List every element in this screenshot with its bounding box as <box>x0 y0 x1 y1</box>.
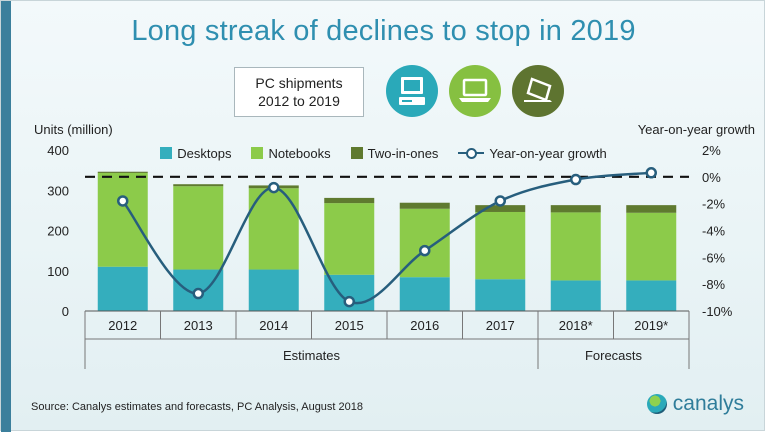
chart-title: Long streak of declines to stop in 2019 <box>131 15 636 47</box>
y-tick-label-200: 200 <box>47 224 69 239</box>
brand-logo: canalys <box>646 392 744 416</box>
y2-tick-label-2pct: 2% <box>702 143 721 158</box>
bar-desktops-2014 <box>248 269 299 311</box>
bar-notebooks-2019 <box>626 212 677 281</box>
y2-tick-label--2pct: -2% <box>702 197 726 212</box>
notebook-icon <box>449 65 501 117</box>
bar-notebooks-2017 <box>475 211 526 280</box>
y2-tick-label--6pct: -6% <box>702 250 726 265</box>
legend-swatch-notebooks <box>251 147 264 159</box>
legend-swatch-desktops <box>160 147 173 159</box>
x-tick-label-2019: 2019* <box>634 318 668 333</box>
bar-desktops-2012 <box>97 266 148 311</box>
y2-tick-label--10pct: -10% <box>702 304 733 319</box>
globe-icon <box>646 394 667 414</box>
group-label-estimates: Estimates <box>283 348 341 363</box>
subtitle-line-1: PC shipments <box>255 75 343 91</box>
source-note: Source: Canalys estimates and forecasts,… <box>31 401 364 413</box>
y-axis-title: Units (million) <box>34 122 113 137</box>
y-tick-label-300: 300 <box>47 183 69 198</box>
bar-two-in-ones-2015 <box>324 197 375 204</box>
growth-point-2014 <box>268 181 280 194</box>
group-label-forecasts: Forecasts <box>585 348 643 363</box>
growth-point-2019 <box>645 167 657 179</box>
x-tick-label-2013: 2013 <box>184 318 213 333</box>
x-tick-label-2012: 2012 <box>108 318 137 333</box>
bar-two-in-ones-2016 <box>399 202 450 209</box>
legend-item-growth: Year-on-year growth <box>458 143 607 163</box>
x-tick-label-2015: 2015 <box>335 318 364 333</box>
bar-two-in-ones-2017 <box>475 205 526 212</box>
bar-notebooks-2013 <box>173 186 224 270</box>
legend-item-two-in-ones: Two-in-ones <box>350 143 439 163</box>
bar-desktops-2016 <box>399 277 450 311</box>
accent-bar <box>1 1 11 432</box>
brand-name: canalys <box>672 392 744 415</box>
bar-notebooks-2012 <box>97 172 148 267</box>
legend-label-desktops: Desktops <box>177 145 232 161</box>
x-tick-label-2017: 2017 <box>486 318 515 333</box>
growth-point-2015 <box>343 295 355 308</box>
bar-two-in-ones-2019 <box>626 205 677 213</box>
legend-label-notebooks: Notebooks <box>268 145 331 161</box>
bar-two-in-ones-2018 <box>550 205 601 213</box>
subtitle-box: PC shipments 2012 to 2019 <box>234 67 364 117</box>
y-tick-label-0: 0 <box>62 304 69 319</box>
desktop-icon <box>386 65 438 117</box>
legend-item-notebooks: Notebooks <box>251 143 331 163</box>
bar-two-in-ones-2013 <box>173 184 224 187</box>
subtitle-line-2: 2012 to 2019 <box>258 93 340 109</box>
bar-two-in-ones-2012 <box>97 171 148 173</box>
bar-notebooks-2018 <box>550 212 601 281</box>
growth-point-2017 <box>494 195 506 207</box>
growth-point-2018 <box>570 173 582 186</box>
two-in-one-icon <box>512 65 564 117</box>
y-tick-label-400: 400 <box>47 143 69 158</box>
growth-point-2013 <box>192 287 204 300</box>
bar-desktops-2017 <box>475 279 526 311</box>
legend-label-growth: Year-on-year growth <box>489 145 607 161</box>
y2-tick-label-0pct: 0% <box>702 170 721 185</box>
y2-axis-title: Year-on-year growth <box>637 122 755 137</box>
x-tick-label-2016: 2016 <box>410 318 439 333</box>
legend-label-two-in-ones: Two-in-ones <box>367 145 439 161</box>
y2-tick-label--8pct: -8% <box>702 277 726 292</box>
y-tick-label-100: 100 <box>47 264 69 279</box>
growth-point-2016 <box>419 244 431 257</box>
bar-desktops-2018 <box>550 280 601 311</box>
legend-item-desktops: Desktops <box>160 143 231 163</box>
bar-desktops-2019 <box>626 280 677 311</box>
growth-point-2012 <box>117 195 129 207</box>
legend-swatch-growth <box>458 147 485 159</box>
y2-tick-label--4pct: -4% <box>702 224 726 239</box>
x-tick-label-2018: 2018* <box>559 318 593 333</box>
bar-notebooks-2015 <box>324 203 375 275</box>
x-tick-label-2014: 2014 <box>259 318 288 333</box>
legend-swatch-two-in-ones <box>350 147 363 159</box>
legend: Desktops Notebooks Two-in-ones Year-on-y… <box>1 143 765 163</box>
